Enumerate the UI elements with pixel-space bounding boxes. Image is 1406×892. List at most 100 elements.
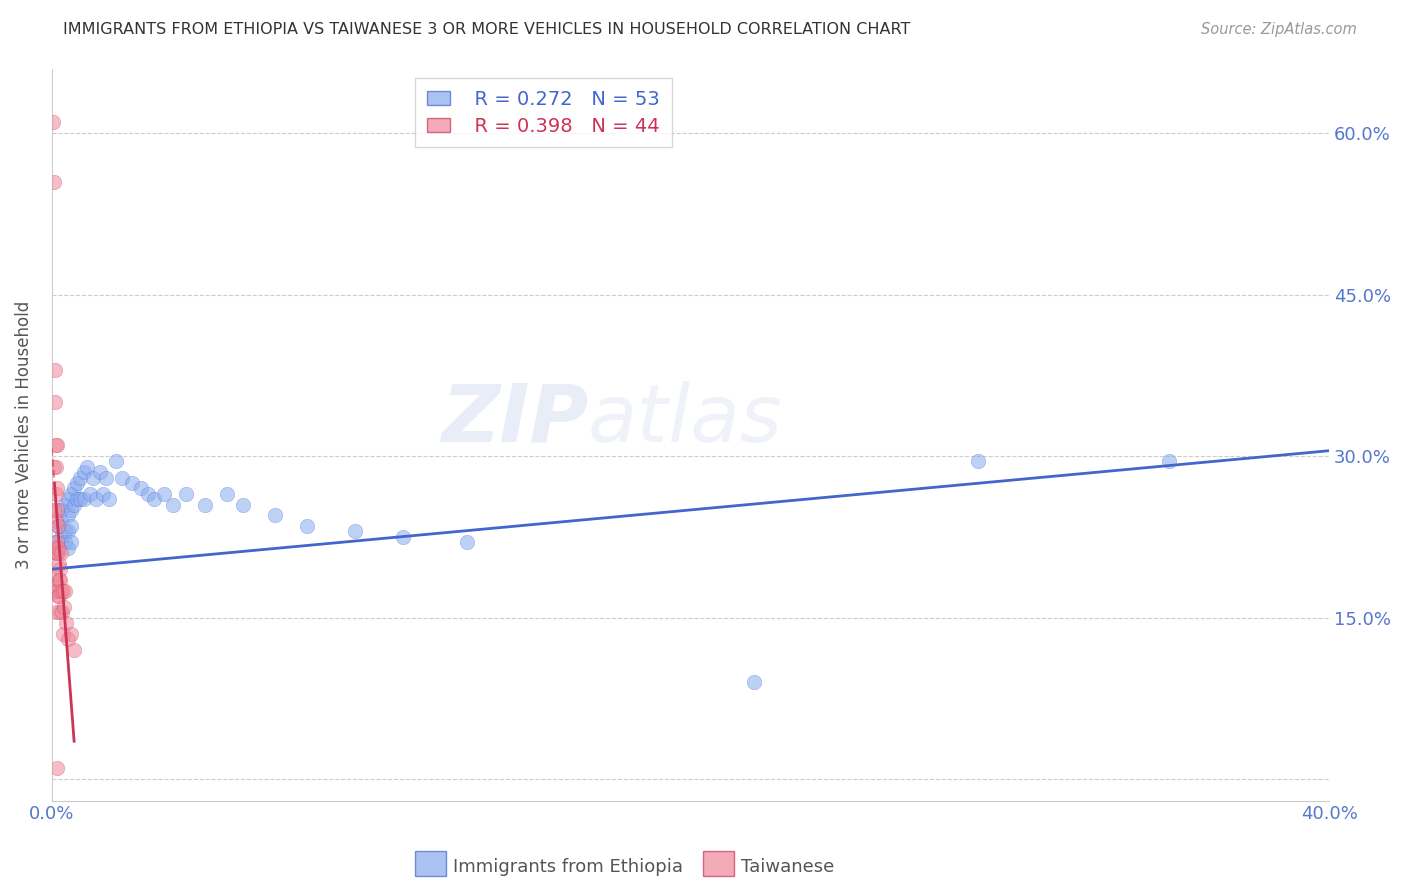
Point <box>742 675 765 690</box>
Point <box>56 632 79 647</box>
Point <box>59 535 82 549</box>
Text: IMMIGRANTS FROM ETHIOPIA VS TAIWANESE 3 OR MORE VEHICLES IN HOUSEHOLD CORRELATIO: IMMIGRANTS FROM ETHIOPIA VS TAIWANESE 3 … <box>63 22 911 37</box>
Point <box>45 459 67 474</box>
Point <box>121 475 143 490</box>
Point <box>56 492 79 507</box>
Point <box>53 535 76 549</box>
Point <box>53 524 76 539</box>
Point <box>63 643 86 657</box>
Point <box>45 761 67 775</box>
Point <box>45 578 67 592</box>
Point <box>44 363 66 377</box>
Point <box>217 487 239 501</box>
Point <box>42 459 65 474</box>
Point <box>51 583 73 598</box>
Point <box>46 519 69 533</box>
Point <box>392 530 415 544</box>
Point <box>46 541 69 555</box>
Point <box>98 492 121 507</box>
Point <box>52 583 75 598</box>
Point <box>45 438 67 452</box>
Point <box>73 492 96 507</box>
Point <box>45 514 67 528</box>
Point <box>42 115 65 129</box>
Point <box>55 615 77 630</box>
Point <box>44 541 66 555</box>
Y-axis label: 3 or more Vehicles in Household: 3 or more Vehicles in Household <box>15 301 32 569</box>
Point <box>82 470 104 484</box>
Point <box>111 470 134 484</box>
Point <box>136 487 159 501</box>
Point <box>73 465 96 479</box>
Point <box>142 492 165 507</box>
Point <box>63 482 86 496</box>
Point <box>52 599 75 614</box>
Point <box>94 470 117 484</box>
Point <box>51 605 73 619</box>
Point <box>59 626 82 640</box>
Point <box>48 589 70 603</box>
Text: ZIP: ZIP <box>441 381 588 458</box>
Point <box>344 524 367 539</box>
Point <box>48 541 70 555</box>
Point <box>152 487 174 501</box>
Point <box>44 535 66 549</box>
Point <box>48 573 70 587</box>
Point <box>1159 454 1181 468</box>
Point <box>89 465 111 479</box>
Point <box>46 583 69 598</box>
Point <box>56 508 79 523</box>
Point <box>51 514 73 528</box>
Point <box>295 519 318 533</box>
Point <box>48 557 70 571</box>
Point <box>44 567 66 582</box>
Point <box>48 562 70 576</box>
Text: Source: ZipAtlas.com: Source: ZipAtlas.com <box>1201 22 1357 37</box>
Point <box>53 498 76 512</box>
Point <box>49 546 72 560</box>
Point <box>44 503 66 517</box>
Point <box>174 487 197 501</box>
Point <box>49 573 72 587</box>
Point <box>59 487 82 501</box>
Point <box>59 503 82 517</box>
Point <box>194 498 217 512</box>
Point <box>45 546 67 560</box>
Point <box>86 492 108 507</box>
Point <box>79 487 101 501</box>
Point <box>42 175 65 189</box>
Point <box>46 503 69 517</box>
Point <box>56 524 79 539</box>
Point <box>45 605 67 619</box>
Point <box>45 546 67 560</box>
Point <box>162 498 184 512</box>
Text: Immigrants from Ethiopia: Immigrants from Ethiopia <box>453 858 683 876</box>
Point <box>76 459 98 474</box>
Point <box>966 454 988 468</box>
Point <box>51 530 73 544</box>
Bar <box>415 851 446 876</box>
Point <box>264 508 287 523</box>
Point <box>69 470 91 484</box>
Point <box>104 454 127 468</box>
Point <box>59 519 82 533</box>
Point <box>44 395 66 409</box>
Bar <box>703 851 734 876</box>
Point <box>49 605 72 619</box>
Point <box>456 535 478 549</box>
Text: Taiwanese: Taiwanese <box>741 858 834 876</box>
Point <box>66 475 89 490</box>
Point <box>45 438 67 452</box>
Point <box>51 503 73 517</box>
Point <box>56 541 79 555</box>
Point <box>45 482 67 496</box>
Point <box>44 583 66 598</box>
Point <box>91 487 114 501</box>
Point <box>46 535 69 549</box>
Point <box>45 487 67 501</box>
Point <box>46 589 69 603</box>
Point <box>46 546 69 560</box>
Point <box>63 498 86 512</box>
Point <box>129 482 152 496</box>
Legend:   R = 0.272   N = 53,   R = 0.398   N = 44: R = 0.272 N = 53, R = 0.398 N = 44 <box>415 78 672 147</box>
